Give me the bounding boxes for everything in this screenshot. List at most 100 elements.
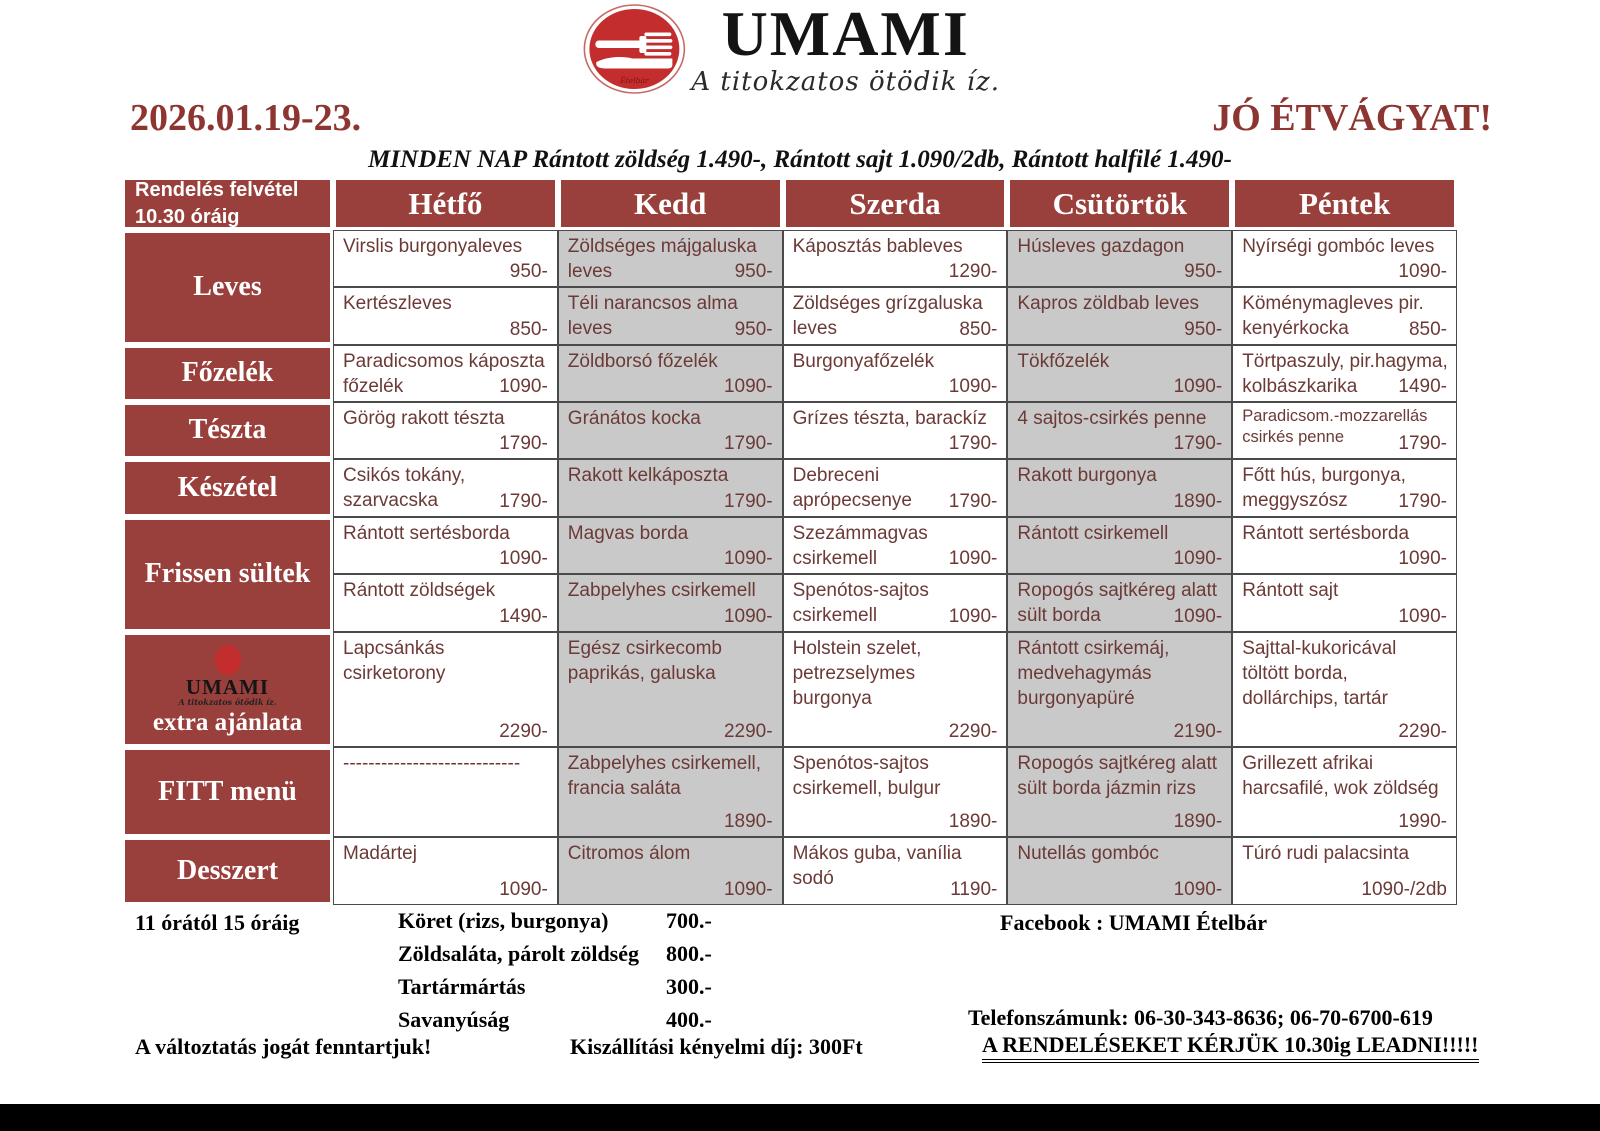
category-frissen-sultek: Frissen sültek [122,517,333,632]
dish-price: 1090- [499,548,548,569]
dish-name: Csikós tokány, szarvacska [343,465,466,512]
menu-cell: ---------------------------- [333,747,558,837]
dish-name: Debreceni aprópecsenye [792,465,912,512]
menu-cell: Rántott csirkemell 1090- [1007,517,1233,574]
dish-price: 950- [734,261,773,282]
extra-item-price: 700.- [666,908,712,933]
dish-name: Rántott csirkemáj, medvehagymás burgonya… [1017,638,1170,710]
menu-cell: Köménymagleves pir. kenyérkocka 850- [1232,287,1457,345]
category-fozelek: Főzelék [122,345,333,402]
dish-price: 1790- [948,433,998,454]
dish-name: Nutellás gombóc [1017,843,1159,864]
dish-price: 950- [1184,319,1223,340]
extra-item-label: Köret (rizs, burgonya) [398,908,609,933]
extra-item-price: 400.- [666,1007,712,1032]
brand-name: UMAMI [721,0,970,69]
dish-price: 1490- [1398,376,1447,397]
category-fitt-menu: FITT menü [122,747,333,837]
dish-price: 1890- [1173,491,1223,512]
dish-price: 1090- [1398,548,1447,569]
menu-cell: Rántott sertésborda 1090- [333,517,558,574]
menu-cell: Zöldséges grízgaluska leves 850- [782,287,1008,345]
dish-name: Sajttal-kukoricával töltött borda, dollá… [1242,638,1397,710]
menu-cell: Rakott burgonya 1890- [1007,459,1233,517]
dish-price: 1790- [948,491,998,512]
dish-name: Rántott sajt [1242,580,1339,601]
dish-name: Rántott csirkemell [1017,523,1169,544]
dish-price: 2190- [1173,721,1223,742]
dish-price: 850- [959,319,998,340]
extra-item-label: Zöldsaláta, párolt zöldség [398,941,640,966]
dish-name: Tökfőzelék [1017,351,1110,372]
dish-price: 1090- [723,879,773,900]
extras-price-list: Köret (rizs, burgonya) 700.- Zöldsaláta,… [398,908,712,1040]
menu-cell: Gránátos kocka 1790- [557,402,783,459]
brand-block: UMAMI A titokzatos ötödik íz. [691,0,1000,97]
extra-item-price: 800.- [666,941,712,966]
dish-name: Görög rakott tészta [343,408,505,429]
umami-logo: Ételbár UMAMI A titokzatos ötödik íz. [583,0,1000,97]
dish-name: Holstein szelet, petrezselymes burgonya [792,638,922,710]
dish-price: 1790- [1173,433,1223,454]
dish-name: Grillezett afrikai harcsafilé, wok zölds… [1242,753,1439,800]
dish-price: 850- [1408,319,1447,340]
dish-name: Túró rudi palacsinta [1242,843,1410,864]
dish-price: 1090- [723,548,773,569]
dish-price: 2290- [1398,721,1447,742]
dish-name: Spenótos-sajtos csirkemell, bulgur [792,753,941,800]
dish-name: Gránátos kocka [567,408,701,429]
dish-name: Ropogós sajtkéreg alatt sült borda jázmi… [1017,753,1218,800]
dish-name: Mákos guba, vanília sodó [792,843,962,890]
dish-name: Spenótos-sajtos csirkemell [792,580,929,627]
dish-price: 1090- [1173,376,1223,397]
menu-cell: Spenótos-sajtos csirkemell, bulgur 1890- [782,747,1008,837]
menu-cell: Kapros zöldbab leves 950- [1007,287,1233,345]
dish-price: 1090-/2db [1361,879,1447,900]
day-header-wednesday: Szerda [782,177,1008,230]
category-desszert: Desszert [122,837,333,905]
dish-name: Paradicsomos káposzta főzelék [343,351,545,398]
dish-name: Főtt hús, burgonya, meggyszósz [1242,465,1406,512]
mini-brand-name: UMAMI [185,675,270,700]
extra-item-label: Savanyúság [398,1007,510,1032]
menu-cell: Mákos guba, vanília sodó 1190- [782,837,1008,905]
menu-cell: Zabpelyhes csirkemell, francia saláta 189… [557,747,783,837]
opening-hours: 11 órától 15 óráig [135,910,300,935]
dish-price: 1790- [723,433,773,454]
dish-price: 1090- [948,548,998,569]
dish-name: Zöldséges májgaluska leves [567,236,757,283]
bottom-black-bar [0,1104,1600,1131]
category-teszta: Tészta [122,402,333,459]
dish-name: Rakott kelkáposzta [567,465,729,486]
dish-name: Zabpelyhes csirkemell, francia saláta [567,753,762,800]
menu-cell: Lapcsánkás csirketorony 2290- [333,632,558,747]
dish-price: 1790- [723,491,773,512]
dish-price: 1990- [1398,811,1447,832]
dish-name: Kapros zöldbab leves [1017,293,1200,314]
menu-cell: 4 sajtos-csirkés penne 1790- [1007,402,1233,459]
dish-name: Rakott burgonya [1017,465,1157,486]
extras-row: Köret (rizs, burgonya) 700.- [398,908,712,941]
dish-name: Húsleves gazdagon [1017,236,1185,257]
menu-cell: Spenótos-sajtos csirkemell 1090- [782,574,1008,632]
dish-price: 850- [509,319,548,340]
day-header-thursday: Csütörtök [1007,177,1233,230]
dish-name: Paradicsom.-mozzarellás csirkés penne [1242,407,1428,447]
dish-price: 1090- [723,606,773,627]
dish-name: Zöldborsó főzelék [567,351,718,372]
menu-cell: Tökfőzelék 1090- [1007,345,1233,402]
dish-name: Rántott sertésborda [1242,523,1410,544]
dish-price: 1090- [1173,879,1223,900]
day-header-friday: Péntek [1232,177,1457,230]
menu-cell: Húsleves gazdagon 950- [1007,230,1233,287]
weekly-menu-table: Rendelés felvétel 10.30 óráig Hétfő Kedd… [122,177,1457,905]
daily-offer-line: MINDEN NAP Rántott zöldség 1.490-, Ránto… [368,146,1232,173]
phone-line: Telefonszámunk: 06-30-343-8636; 06-70-67… [968,1005,1433,1030]
dish-price: 2290- [723,721,773,742]
category-leves: Leves [122,230,333,345]
order-note-line1: Rendelés felvétel [135,178,299,201]
dish-price: 1790- [1398,491,1447,512]
dish-name: Zabpelyhes csirkemell [567,580,756,601]
menu-cell: Magvas borda 1090- [557,517,783,574]
dish-price: 1890- [723,811,773,832]
